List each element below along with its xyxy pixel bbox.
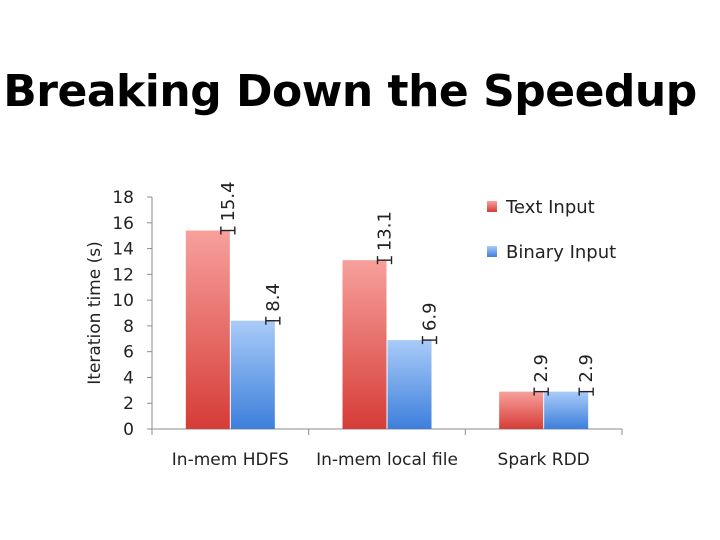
slide-title: Breaking Down the Speedup [3, 66, 697, 117]
y-tick-label: 14 [112, 240, 134, 260]
y-tick-label: 4 [123, 368, 134, 388]
error-bar [265, 316, 281, 325]
data-label: 2.9 [531, 354, 552, 383]
data-label: 8.4 [263, 283, 284, 312]
y-tick-label: 0 [123, 420, 134, 440]
bar-binary-input [230, 320, 275, 429]
legend-label-binary-input: Binary Input [506, 242, 616, 263]
y-tick-label: 12 [112, 265, 134, 285]
error-bar [421, 336, 438, 345]
legend-swatch-text-input [487, 201, 497, 212]
y-tick-label: 2 [123, 394, 134, 414]
y-axis-title: Iteration time (s) [85, 241, 105, 384]
bar-binary-input [387, 340, 432, 429]
data-label: 6.9 [420, 302, 441, 331]
data-label: 15.4 [218, 181, 239, 221]
legend-swatch-binary-input [487, 246, 497, 257]
y-tick-label: 6 [123, 343, 134, 363]
bar-text-input [185, 230, 230, 429]
bar-text-input [342, 260, 387, 429]
x-tick-label: In-mem local file [316, 450, 458, 470]
y-tick-label: 16 [112, 214, 134, 234]
y-tick-label: 8 [123, 317, 134, 337]
error-bar [376, 256, 393, 265]
bar-binary-input [544, 391, 589, 429]
x-tick-label: Spark RDD [498, 450, 590, 470]
error-bar [578, 387, 594, 396]
x-tick-label: In-mem HDFS [172, 450, 289, 470]
y-tick-label: 18 [112, 188, 134, 208]
error-bar [533, 387, 549, 396]
data-label: 13.1 [375, 211, 396, 251]
error-bar [220, 226, 236, 235]
data-label: 2.9 [576, 354, 597, 383]
y-tick-label: 10 [112, 291, 134, 311]
bar-text-input [499, 391, 544, 429]
legend-label-text-input: Text Input [505, 197, 595, 218]
